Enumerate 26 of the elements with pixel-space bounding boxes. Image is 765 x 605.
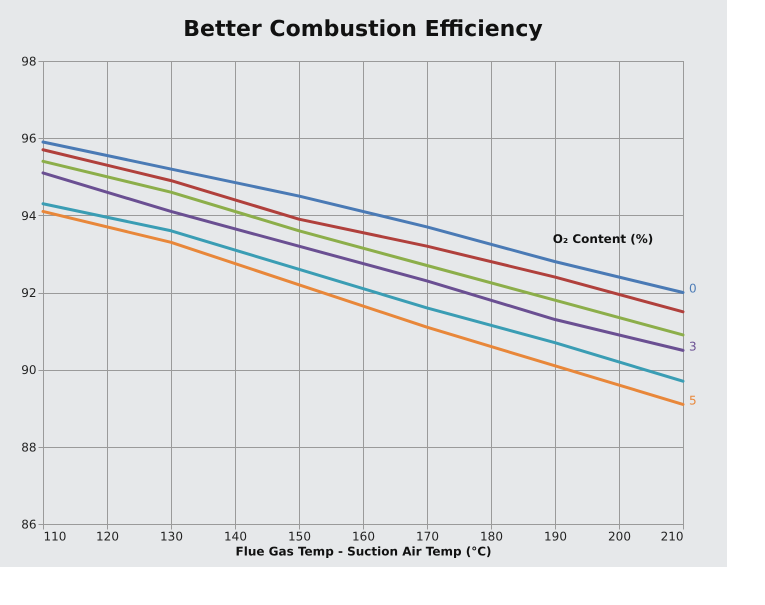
- x-tick-label: 130: [160, 530, 183, 544]
- annotation: O₂ Content (%): [552, 232, 654, 246]
- line-series: [42, 148, 684, 314]
- series-label: 3: [689, 339, 697, 354]
- x-tick-label: 190: [544, 530, 567, 544]
- series-label: 5: [689, 393, 697, 408]
- y-tick-label: 94: [21, 208, 36, 223]
- y-tick-label: 92: [21, 286, 36, 300]
- x-tick-label: 120: [96, 530, 119, 544]
- x-tick-label: 210: [660, 530, 684, 544]
- x-tick-label: 160: [352, 530, 375, 544]
- y-tick-label: 96: [21, 132, 36, 146]
- y-tick-label: 98: [21, 54, 36, 68]
- x-tick-label: 170: [416, 530, 439, 544]
- series-label: 0: [689, 282, 697, 296]
- x-tick-label: 200: [608, 530, 631, 544]
- y-tick-label: 90: [21, 363, 36, 378]
- x-tick-label: 140: [224, 530, 247, 544]
- line-series: [42, 140, 684, 294]
- y-tick-label: 88: [21, 440, 36, 454]
- x-tick-label: 180: [480, 530, 503, 544]
- x-axis-title: Flue Gas Temp - Suction Air Temp (°C): [236, 544, 492, 558]
- x-tick-label: 110: [44, 530, 66, 544]
- y-tick-label: 86: [21, 518, 36, 532]
- chart-title: Better Combustion Efficiency: [183, 17, 543, 42]
- x-tick-label: 150: [288, 530, 311, 544]
